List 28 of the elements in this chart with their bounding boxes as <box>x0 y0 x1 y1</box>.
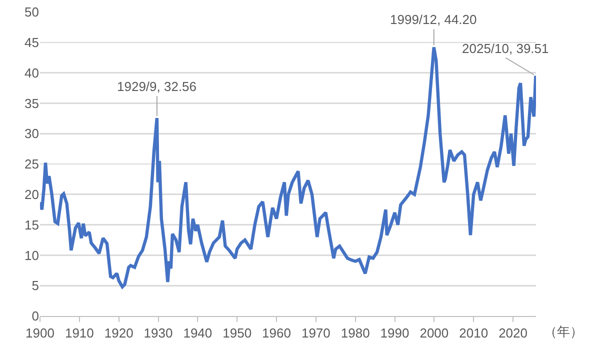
y-tick-label: 20 <box>24 186 39 202</box>
y-tick-label: 30 <box>24 126 39 142</box>
x-tick-label: 1970 <box>301 326 330 341</box>
y-tick-label: 0 <box>32 308 39 324</box>
y-tick-label: 15 <box>24 217 39 232</box>
x-tick-label: 1960 <box>262 326 291 341</box>
annotation: 2025/10, 39.51 <box>462 41 549 56</box>
y-tick-label: 40 <box>24 65 39 80</box>
x-tick-label: 1910 <box>64 326 94 341</box>
x-tick-label: 1940 <box>183 326 212 341</box>
x-tick-label: 2020 <box>498 326 528 341</box>
y-tick-label: 45 <box>24 34 39 50</box>
x-tick-label: 2000 <box>420 326 449 341</box>
annotation: 1999/12, 44.20 <box>390 12 477 27</box>
annotation: 1929/9, 32.56 <box>117 79 197 94</box>
x-tick-label: 1980 <box>340 326 370 341</box>
y-tick-label: 10 <box>24 248 39 263</box>
x-tick-label: 1990 <box>380 326 410 341</box>
x-axis-title: （年） <box>544 324 583 339</box>
y-tick-label: 50 <box>24 4 39 20</box>
x-tick-label: 1920 <box>104 326 134 341</box>
x-tick-label: 2010 <box>459 326 488 341</box>
y-tick-label: 25 <box>24 156 39 172</box>
y-tick-label: 5 <box>32 278 39 294</box>
y-tick-label: 35 <box>24 96 39 111</box>
x-tick-label: 1950 <box>222 326 252 341</box>
x-tick-label: 1900 <box>26 326 54 341</box>
x-tick-label: 1930 <box>144 326 173 341</box>
